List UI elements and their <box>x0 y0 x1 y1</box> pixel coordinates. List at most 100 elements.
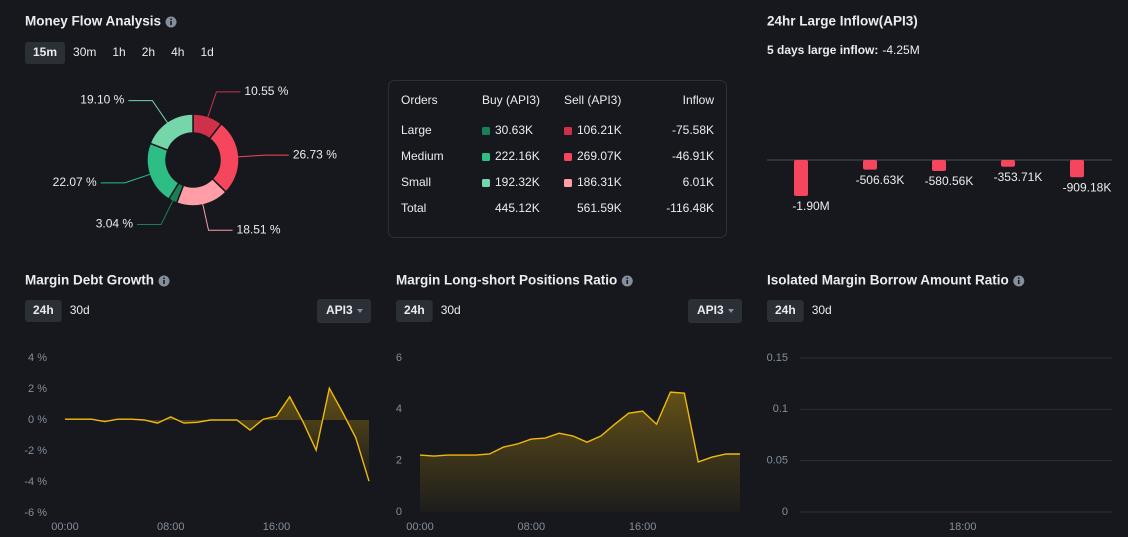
y-tick-label: 6 <box>396 352 402 364</box>
table-cell: 186.31K <box>577 175 622 189</box>
time-tab[interactable]: 30m <box>73 45 96 59</box>
y-tick-label: 2 % <box>28 383 47 395</box>
bar <box>1070 160 1084 178</box>
table-cell: 192.32K <box>495 175 540 189</box>
y-tick-label: -6 % <box>24 507 47 519</box>
leader-line <box>234 154 289 158</box>
x-tick-label: 00:00 <box>406 521 434 533</box>
y-tick-label: 0 % <box>28 414 47 426</box>
swatch <box>482 179 490 187</box>
tab-selected-bg <box>396 300 433 322</box>
donut-label: 3.04 % <box>96 217 134 231</box>
leader-line <box>201 200 233 231</box>
table-cell: Total <box>401 201 426 215</box>
leader-line <box>206 91 241 121</box>
bar-label: -1.90M <box>792 199 829 213</box>
bar <box>1001 160 1015 167</box>
table-header: Sell (API3) <box>564 93 621 107</box>
x-tick-label: 00:00 <box>51 521 79 533</box>
info-icon-dot <box>170 18 172 21</box>
table-cell: 30.63K <box>495 123 533 137</box>
y-tick-label: -4 % <box>24 476 47 488</box>
time-tab[interactable]: 2h <box>142 45 155 59</box>
x-tick-label: 16:00 <box>263 521 291 533</box>
info-icon-dot <box>163 277 165 280</box>
table-cell: 561.59K <box>577 201 622 215</box>
dropdown-label: API3 <box>697 303 724 317</box>
subtitle-value: -4.25M <box>882 43 919 57</box>
x-tick-label: 08:00 <box>157 521 185 533</box>
tab-selected-bg <box>25 42 66 64</box>
table-cell: -75.58K <box>672 123 714 137</box>
donut-label: 22.07 % <box>53 175 97 189</box>
table-header: Inflow <box>683 93 715 107</box>
bar <box>863 160 877 170</box>
time-tab[interactable]: 30d <box>812 303 832 317</box>
time-tab[interactable]: 1h <box>112 45 125 59</box>
time-tab[interactable]: 1d <box>200 45 213 59</box>
y-tick-label: 0.1 <box>773 403 788 415</box>
info-icon-glyph <box>626 280 629 284</box>
table-cell: 269.07K <box>577 149 622 163</box>
swatch <box>564 179 572 187</box>
y-tick-label: 0.15 <box>767 352 788 364</box>
table-cell: 445.12K <box>495 201 540 215</box>
donut-label: 19.10 % <box>80 93 124 107</box>
bar <box>794 160 808 196</box>
donut-label: 10.55 % <box>244 84 288 98</box>
leader-line <box>137 197 175 226</box>
dropdown-label: API3 <box>326 303 353 317</box>
donut-segment <box>149 113 194 152</box>
line <box>65 386 370 482</box>
panel-title: Margin Long-short Positions Ratio <box>396 273 617 288</box>
panel-title: Isolated Margin Borrow Amount Ratio <box>767 273 1009 288</box>
y-tick-label: 2 <box>396 455 402 467</box>
table-cell: 106.21K <box>577 123 622 137</box>
bar-label: -506.63K <box>856 173 905 187</box>
swatch <box>564 153 572 161</box>
y-tick-label: 0 <box>782 506 788 518</box>
swatch <box>564 127 572 135</box>
info-icon-glyph <box>170 21 172 25</box>
dropdown-arrow <box>728 309 734 313</box>
leader-line <box>128 100 170 126</box>
time-tab[interactable]: 4h <box>171 45 184 59</box>
donut-label: 18.51 % <box>237 222 281 236</box>
leader-line <box>100 172 154 184</box>
time-tab[interactable]: 15m <box>33 45 57 59</box>
y-tick-label: 4 <box>396 403 402 415</box>
bar <box>932 160 946 172</box>
time-tab[interactable]: 24h <box>775 303 796 317</box>
y-tick-label: 0.05 <box>767 455 788 467</box>
time-tab[interactable]: 24h <box>33 303 54 317</box>
table-cell: Large <box>401 123 432 137</box>
time-tab[interactable]: 24h <box>404 303 425 317</box>
dropdown[interactable] <box>688 299 742 323</box>
time-tab[interactable]: 30d <box>70 303 90 317</box>
dropdown[interactable] <box>317 299 371 323</box>
bar-label: -909.18K <box>1063 180 1112 194</box>
time-tab[interactable]: 30d <box>441 303 461 317</box>
table-cell: 222.16K <box>495 149 540 163</box>
panel-title: Money Flow Analysis <box>25 14 161 29</box>
x-tick-label: 16:00 <box>629 521 657 533</box>
orders-table-frame <box>388 80 727 238</box>
panel-title: Margin Debt Growth <box>25 273 154 288</box>
dropdown-arrow <box>357 309 363 313</box>
info-icon-dot <box>626 277 629 280</box>
subtitle: 5 days large inflow: <box>767 43 878 57</box>
area-fill <box>420 392 740 512</box>
info-icon-glyph <box>1017 280 1020 284</box>
panel-title: 24hr Large Inflow(API3) <box>767 14 918 29</box>
swatch <box>482 153 490 161</box>
table-header: Orders <box>401 93 438 107</box>
swatch <box>482 127 490 135</box>
table-cell: -46.91K <box>672 149 714 163</box>
bar-label: -580.56K <box>925 174 974 188</box>
tab-selected-bg <box>25 300 62 322</box>
tab-selected-bg <box>767 300 804 322</box>
info-icon-glyph <box>163 280 165 284</box>
info-icon-dot <box>1017 277 1020 280</box>
